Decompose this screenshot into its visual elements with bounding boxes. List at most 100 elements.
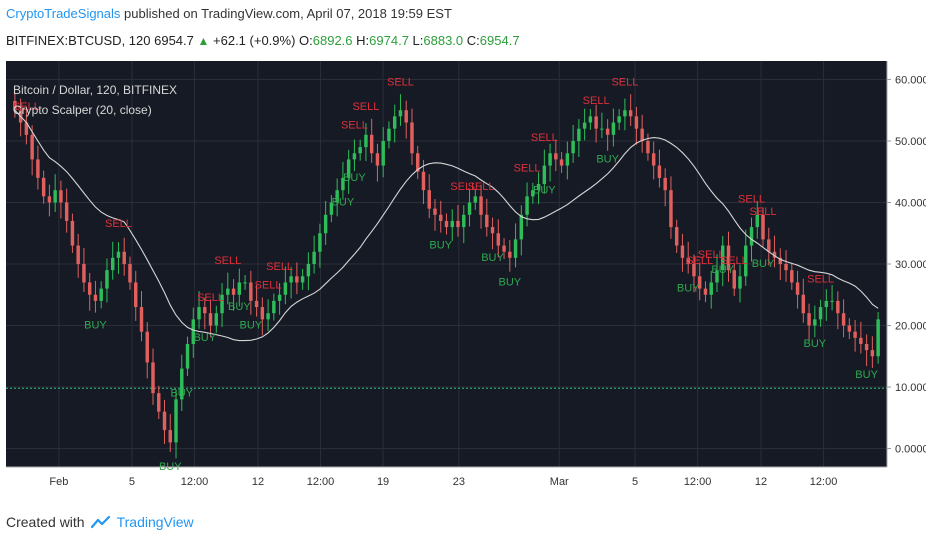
bull-candle bbox=[243, 275, 247, 290]
bull-candle bbox=[721, 236, 725, 287]
buy-signal-label: BUY bbox=[429, 240, 452, 252]
last-price: 6954.7 bbox=[154, 33, 194, 48]
candle-body bbox=[249, 282, 253, 301]
x-tick-label: 19 bbox=[377, 476, 389, 488]
chart-area[interactable]: SELL SELL SELL SELL SELL SELL SELL SELL SELL SELL… bbox=[6, 61, 926, 493]
x-tick-label: 12 bbox=[252, 476, 264, 488]
author-link[interactable]: CryptoTradeSignals bbox=[6, 6, 121, 21]
candle-body bbox=[703, 288, 708, 295]
bull-candle bbox=[519, 205, 524, 256]
bear-candle bbox=[59, 180, 63, 219]
sell-signal-label: SELL bbox=[387, 77, 414, 89]
candle-body bbox=[300, 276, 305, 283]
candle-body bbox=[818, 307, 823, 320]
bull-candle bbox=[364, 123, 368, 161]
bull-candle bbox=[513, 223, 518, 268]
bull-candle bbox=[611, 108, 616, 147]
bear-candle bbox=[479, 184, 483, 229]
bear-candle bbox=[870, 336, 875, 368]
bull-candle bbox=[105, 258, 109, 303]
bull-candle bbox=[531, 182, 535, 204]
footer: Created with TradingView bbox=[6, 514, 194, 530]
candle-body bbox=[272, 300, 276, 314]
candle-body bbox=[364, 134, 368, 148]
bull-candle bbox=[387, 121, 391, 149]
open-label: O: bbox=[299, 33, 313, 48]
candle-body bbox=[226, 288, 230, 295]
x-tick-label: 12:00 bbox=[684, 476, 712, 488]
bull-candle bbox=[352, 139, 357, 172]
bull-candle bbox=[323, 200, 328, 245]
candle-body bbox=[467, 202, 472, 215]
candle-body bbox=[433, 208, 437, 215]
y-tick-label: 40.0000 bbox=[895, 197, 926, 209]
high-value: 6974.7 bbox=[369, 33, 409, 48]
candle-body bbox=[479, 196, 483, 215]
bear-candle bbox=[203, 297, 207, 330]
bull-candle bbox=[289, 266, 293, 299]
candle-body bbox=[59, 190, 63, 203]
candle-body bbox=[623, 110, 627, 117]
candle-body bbox=[41, 177, 46, 197]
candle-body bbox=[157, 393, 161, 412]
candle-body bbox=[611, 122, 616, 135]
candle-body bbox=[421, 171, 426, 191]
bull-candle bbox=[709, 270, 713, 309]
bear-candle bbox=[508, 240, 512, 272]
time-axis[interactable] bbox=[6, 467, 887, 493]
candle-body bbox=[352, 153, 357, 160]
bear-candle bbox=[657, 149, 662, 188]
candle-body bbox=[47, 196, 52, 203]
sell-signal-label: SELL bbox=[686, 255, 713, 267]
bear-candle bbox=[36, 145, 40, 190]
candle-body bbox=[231, 288, 236, 295]
tradingview-link[interactable]: TradingView bbox=[116, 514, 194, 530]
candle-body bbox=[761, 214, 765, 240]
bear-candle bbox=[404, 100, 408, 139]
bear-candle bbox=[375, 143, 380, 182]
buy-signal-label: BUY bbox=[596, 154, 619, 166]
candle-body bbox=[110, 257, 115, 271]
x-tick-label: 12:00 bbox=[810, 476, 838, 488]
price-chart[interactable]: SELLSELLSELLSELLSELLSELLSELLSELLSELLSELL… bbox=[6, 61, 926, 493]
publish-header: CryptoTradeSignals published on TradingV… bbox=[6, 6, 452, 21]
candle-body bbox=[542, 165, 547, 185]
candle-body bbox=[323, 214, 328, 234]
candle-body bbox=[36, 159, 40, 178]
bull-candle bbox=[266, 299, 270, 332]
candle-body bbox=[295, 276, 299, 283]
candle-body bbox=[277, 294, 282, 301]
buy-signal-label: BUY bbox=[170, 387, 193, 399]
buy-signal-label: BUY bbox=[240, 320, 263, 332]
bull-candle bbox=[571, 124, 575, 163]
bear-candle bbox=[76, 233, 80, 278]
bear-candle bbox=[634, 106, 639, 145]
bear-candle bbox=[231, 279, 236, 311]
candle-body bbox=[87, 282, 92, 295]
bear-candle bbox=[30, 125, 34, 176]
candle-body bbox=[134, 282, 138, 308]
y-tick-label: 10.0000 bbox=[895, 382, 926, 394]
bear-candle bbox=[864, 334, 869, 367]
bull-candle bbox=[588, 108, 593, 130]
candle-body bbox=[559, 159, 564, 166]
candle-body bbox=[289, 276, 293, 283]
bull-candle bbox=[306, 252, 311, 291]
candle-body bbox=[605, 128, 610, 135]
buy-signal-label: BUY bbox=[228, 301, 251, 313]
sell-signal-label: SELL bbox=[13, 101, 40, 113]
candle-body bbox=[744, 245, 748, 277]
candle-body bbox=[531, 190, 535, 197]
candle-body bbox=[318, 233, 322, 252]
bull-candle bbox=[744, 229, 748, 286]
price-axis[interactable] bbox=[887, 61, 926, 493]
bear-candle bbox=[47, 184, 52, 217]
high-label: H: bbox=[356, 33, 370, 48]
candle-body bbox=[191, 319, 196, 344]
bear-candle bbox=[444, 213, 449, 235]
bear-candle bbox=[254, 284, 259, 317]
candle-body bbox=[329, 202, 334, 215]
bull-candle bbox=[116, 242, 121, 274]
bull-candle bbox=[738, 264, 742, 303]
candle-body bbox=[24, 122, 29, 135]
